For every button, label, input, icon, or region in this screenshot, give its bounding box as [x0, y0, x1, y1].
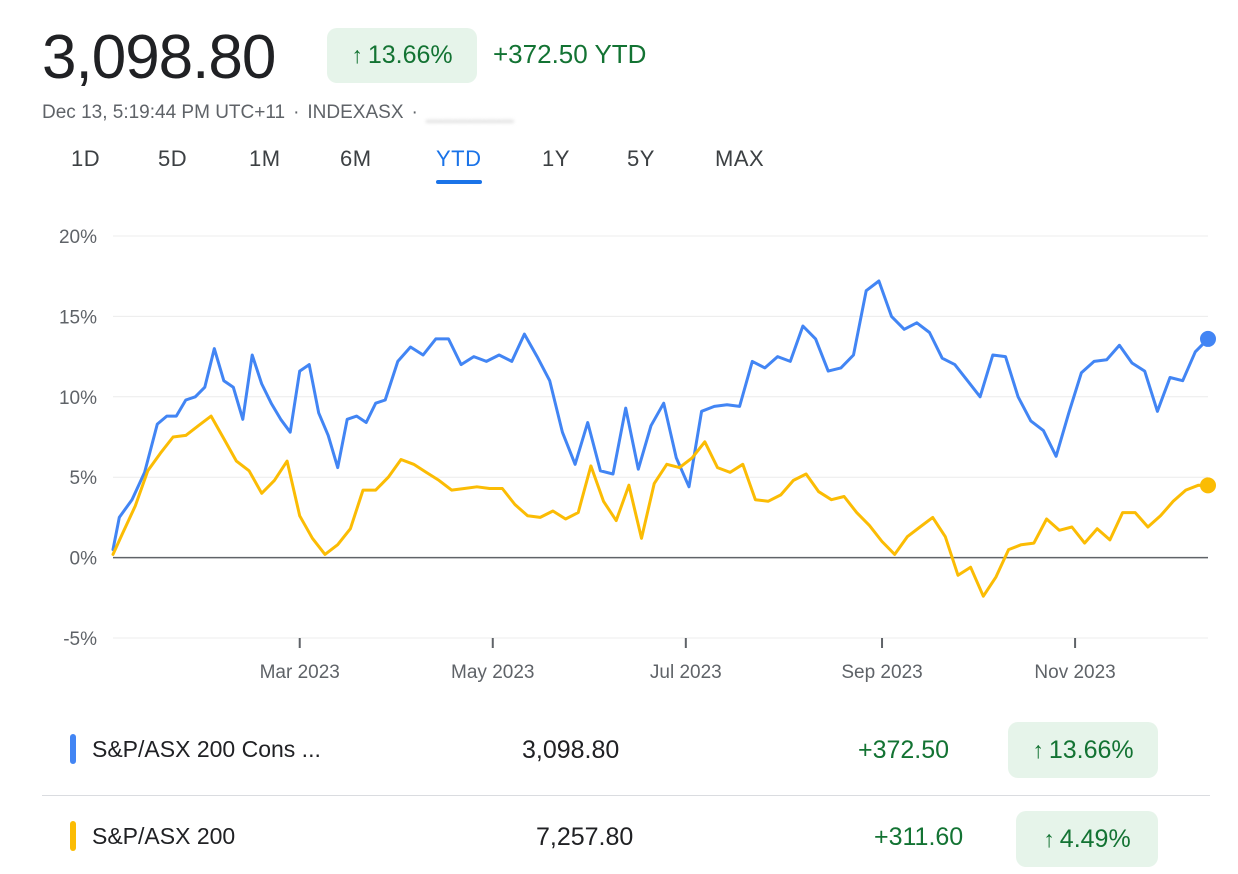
- x-tick-label: Nov 2023: [1034, 662, 1115, 683]
- x-tick-label: Sep 2023: [841, 662, 922, 683]
- legend-row-asx200[interactable]: S&P/ASX 200 7,257.80 +311.60 ↑ 4.49%: [0, 797, 1238, 874]
- legend-name: S&P/ASX 200: [92, 823, 236, 849]
- y-tick-label: 5%: [70, 468, 98, 489]
- x-tick-label: Mar 2023: [260, 662, 340, 683]
- y-tick-label: 0%: [70, 549, 98, 570]
- tab-1m[interactable]: 1M: [249, 146, 281, 171]
- change-percent-value: 13.66%: [367, 41, 453, 69]
- series-end-point-1: [1200, 477, 1216, 494]
- up-arrow-icon: ↑: [351, 42, 363, 68]
- series-end-point-0: [1200, 330, 1216, 347]
- legend-percent: 13.66%: [1048, 735, 1134, 764]
- legend-percent: 4.49%: [1059, 824, 1131, 853]
- x-axis-ticks: Mar 2023 May 2023 Jul 2023 Sep 2023 Nov 2023: [260, 638, 1116, 683]
- series-line-1: [111, 414, 1210, 598]
- grid-layer: [113, 235, 1208, 639]
- legend-change: +311.60: [874, 823, 964, 851]
- line-chart[interactable]: 20% 15% 10% 5% 0% -5% Mar 2023 May 2023 Jul 202…: [0, 200, 1238, 700]
- x-tick-label: Jul 2023: [650, 662, 722, 683]
- timestamp: Dec 13, 5:19:44 PM UTC+11: [42, 101, 286, 123]
- legend-row-consumer[interactable]: S&P/ASX 200 Cons ... 3,098.80 +372.50 ↑ …: [0, 710, 1238, 790]
- tab-5y[interactable]: 5Y: [627, 146, 655, 171]
- legend-divider: [42, 795, 1210, 796]
- legend-swatch-yellow: [70, 821, 76, 851]
- current-price: 3,098.80: [42, 23, 276, 92]
- legend-change: +372.50: [858, 736, 950, 764]
- ytd-change: +372.50 YTD: [493, 39, 647, 69]
- y-tick-label: 15%: [59, 307, 97, 328]
- meta-separator: ·: [293, 101, 300, 123]
- legend-name: S&P/ASX 200 Cons ...: [92, 736, 321, 762]
- change-percent-badge: ↑ 13.66%: [327, 28, 477, 83]
- tab-5d[interactable]: 5D: [158, 146, 188, 171]
- legend-percent-badge: ↑ 4.49%: [1016, 811, 1158, 867]
- legend-value: 7,257.80: [536, 823, 634, 851]
- legend-value: 3,098.80: [522, 736, 620, 764]
- tab-1d[interactable]: 1D: [71, 146, 101, 171]
- legend-percent-badge: ↑ 13.66%: [1008, 722, 1158, 778]
- y-tick-label: 10%: [59, 388, 97, 409]
- x-tick-label: May 2023: [451, 662, 534, 683]
- tab-6m[interactable]: 6M: [340, 146, 372, 171]
- exchange-name: INDEXASX: [307, 101, 404, 123]
- series-line-0: [111, 279, 1210, 552]
- legend-swatch-blue: [70, 734, 76, 764]
- y-tick-label: -5%: [63, 629, 97, 650]
- meta-separator-2: ·: [411, 101, 418, 123]
- disclaimer-link-blurred[interactable]: ▁▁▁▁▁▁: [425, 102, 514, 123]
- tab-ytd[interactable]: YTD: [436, 146, 482, 184]
- quote-meta: Dec 13, 5:19:44 PM UTC+11 · INDEXASX · ▁…: [42, 101, 514, 124]
- tab-max[interactable]: MAX: [715, 146, 765, 171]
- y-tick-label: 20%: [59, 227, 97, 248]
- y-axis-labels: 20% 15% 10% 5% 0% -5%: [59, 227, 97, 650]
- series-layer: [111, 279, 1216, 598]
- up-arrow-icon: ↑: [1043, 825, 1055, 852]
- tab-1y[interactable]: 1Y: [542, 146, 570, 171]
- up-arrow-icon: ↑: [1032, 736, 1044, 763]
- time-range-tabs: 1D 5D 1M 6M YTD 1Y 5Y MAX: [0, 146, 820, 188]
